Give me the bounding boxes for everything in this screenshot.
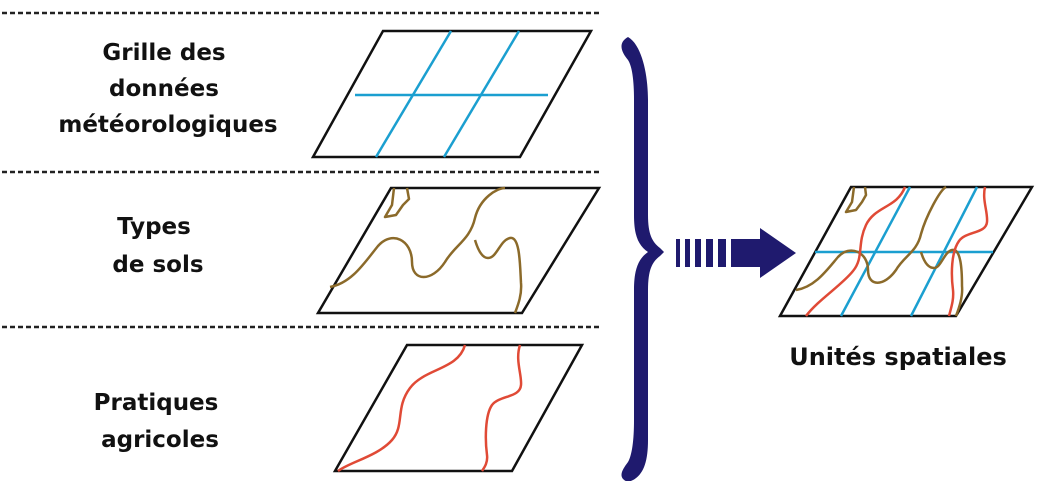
result-label: Unités spatiales xyxy=(789,343,1007,371)
result-practice-boundary xyxy=(947,186,989,317)
layer-soils-label-line-1: Types xyxy=(117,214,191,240)
layer-practices-label: Pratiques agricoles xyxy=(94,390,227,453)
layer-meteo-label: Grille des données météorologiques xyxy=(58,40,277,138)
layer-practices-label-line-2: agricoles xyxy=(101,427,219,453)
arrow-to-result xyxy=(676,228,796,278)
result-soil-patch xyxy=(844,186,868,214)
result-soil-boundary xyxy=(919,248,964,317)
curly-brace xyxy=(621,37,664,481)
soil-boundary xyxy=(329,186,506,289)
layer-meteo-label-line-3: météorologiques xyxy=(58,112,277,138)
layer-soils-label: Types de sols xyxy=(112,214,203,278)
spatial-units-map xyxy=(777,185,1035,318)
soil-types-map xyxy=(315,186,602,315)
layer-practices-label-line-1: Pratiques xyxy=(94,390,219,416)
layer-meteo-label-line-1: Grille des xyxy=(102,40,225,66)
result-soil-boundary xyxy=(795,185,947,292)
soil-patch xyxy=(383,187,411,219)
practice-boundary xyxy=(337,344,467,473)
soil-boundary xyxy=(473,236,523,314)
arrow-head xyxy=(741,228,796,278)
layer-soils-label-line-2: de sols xyxy=(112,252,203,278)
meteo-grid-map xyxy=(310,29,594,159)
agricultural-practices-map xyxy=(332,343,585,473)
layer-meteo-label-line-2: données xyxy=(109,76,219,102)
practice-boundary xyxy=(480,344,523,472)
result-practice-boundary xyxy=(805,186,907,317)
